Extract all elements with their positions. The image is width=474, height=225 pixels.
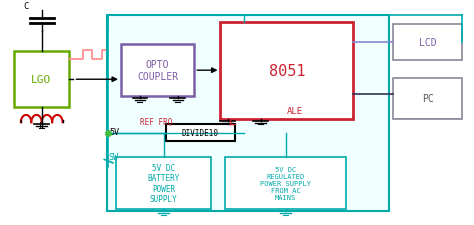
Text: 5V DC
REGULATED
POWER SUPPLY
FROM AC
MAINS: 5V DC REGULATED POWER SUPPLY FROM AC MAI…	[260, 166, 311, 200]
Text: C: C	[23, 2, 29, 11]
FancyBboxPatch shape	[220, 22, 353, 119]
Text: PC: PC	[422, 94, 434, 104]
Text: SW: SW	[108, 152, 118, 161]
FancyBboxPatch shape	[166, 125, 235, 142]
Text: LGO: LGO	[31, 75, 52, 85]
FancyBboxPatch shape	[393, 79, 462, 119]
FancyBboxPatch shape	[14, 52, 69, 108]
FancyBboxPatch shape	[225, 158, 346, 209]
Text: REF FRQ: REF FRQ	[140, 117, 172, 126]
Text: 8051: 8051	[268, 63, 305, 78]
Text: 5V DC
BATTERY
POWER
SUPPLY: 5V DC BATTERY POWER SUPPLY	[147, 163, 180, 203]
FancyBboxPatch shape	[121, 45, 194, 97]
Text: LCD: LCD	[419, 38, 437, 48]
Text: 5V: 5V	[109, 127, 119, 136]
Text: OPTO
COUPLER: OPTO COUPLER	[137, 60, 178, 82]
FancyBboxPatch shape	[393, 25, 462, 61]
Text: DIVIDE10: DIVIDE10	[182, 129, 219, 138]
FancyBboxPatch shape	[116, 158, 211, 209]
Text: ALE: ALE	[287, 107, 303, 116]
FancyBboxPatch shape	[107, 16, 389, 211]
Text: L: L	[39, 122, 45, 130]
